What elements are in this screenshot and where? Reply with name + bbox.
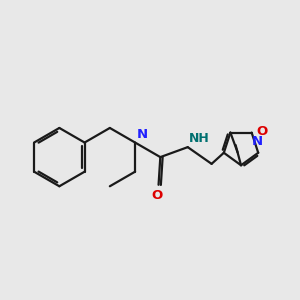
Text: NH: NH <box>189 132 210 145</box>
Text: O: O <box>152 189 163 202</box>
Text: N: N <box>137 128 148 141</box>
Text: N: N <box>252 135 263 148</box>
Text: O: O <box>256 125 268 138</box>
